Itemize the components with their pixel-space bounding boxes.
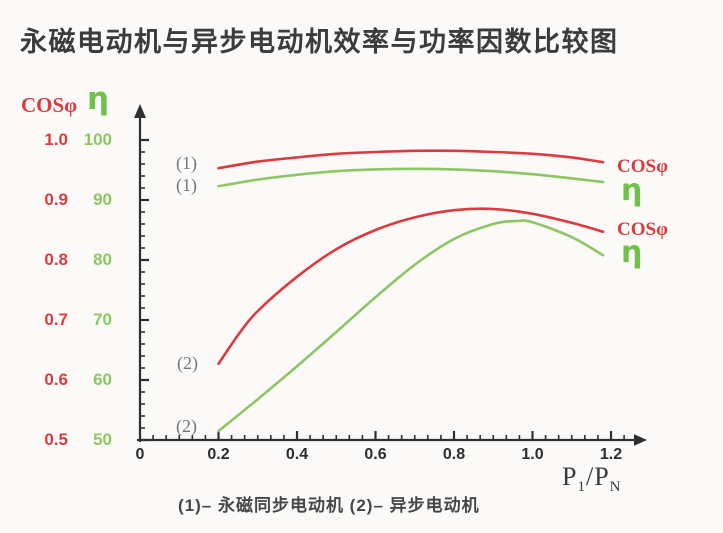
curve-label-1-cos: (1) [176,153,197,173]
x-tick-label: 0.4 [285,446,309,463]
eta-tick-label: 60 [93,370,112,389]
x-axis-title-sub1: 1 [577,479,586,496]
eta-tick-label: 70 [93,310,112,329]
right-label-group2-cos: COSφ [617,219,668,240]
series-curve-1 [217,149,605,170]
right-label-group2-eta: η [621,235,643,270]
cos-tick-label: 0.7 [44,310,68,329]
curve-label-2-cos: (2) [177,353,198,373]
cos-tick-label: 1.0 [44,130,68,149]
y-axis-arrow [134,104,146,118]
x-tick-label: 0.6 [364,446,387,463]
x-tick-label: 0 [135,446,145,463]
series-curve-2 [217,167,605,188]
eta-tick-label: 80 [93,250,112,269]
legend-caption: (1)– 永磁同步电动机 (2)– 异步电动机 [178,496,480,515]
x-axis-arrow [634,434,647,446]
eta-tick-label: 50 [93,430,112,449]
eta-tick-label: 100 [83,130,112,149]
x-tick-label: 0.8 [442,446,466,463]
x-axis-title-p: P [562,462,578,491]
x-axis-title-subn: N [609,479,622,496]
eta-tick-label: 90 [93,190,112,209]
cos-tick-label: 0.8 [44,250,68,269]
x-tick-label: 0.2 [207,446,230,463]
cos-tick-label: 0.9 [44,190,68,209]
curve-label-1-eta: (1) [176,175,197,195]
x-axis-title: P1/PN [562,462,622,496]
cos-axis-header: COSφ [21,93,78,117]
x-tick-label: 1.2 [599,446,623,463]
right-label-group1-eta: η [621,173,643,208]
series-curve-3 [217,207,605,366]
x-tick-label: 1.0 [521,446,544,463]
cos-tick-label: 0.6 [44,370,68,389]
chart-title: 永磁电动机与异步电动机效率与功率因数比较图 [20,27,619,57]
eta-axis-header: η [87,81,110,117]
x-axis-title-slash-p: /P [585,462,610,491]
curve-label-2-eta: (2) [176,416,197,436]
cos-tick-label: 0.5 [44,430,68,449]
right-label-group1-cos: COSφ [617,156,668,177]
series-curve-4 [217,219,605,433]
